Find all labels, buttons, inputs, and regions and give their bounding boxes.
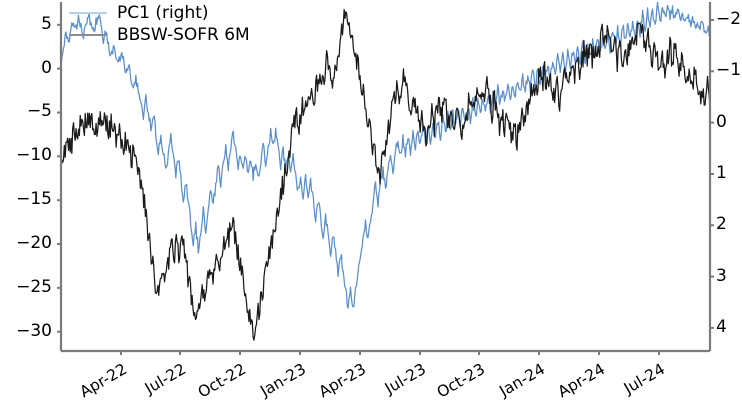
series-line-bbsw-sofr-6m bbox=[60, 8, 711, 341]
right-axis-tick-label: −1 bbox=[716, 60, 742, 81]
left-axis-tick-label: 5 bbox=[41, 13, 52, 34]
right-axis-tick-label: 2 bbox=[716, 214, 727, 235]
series-layer bbox=[60, 1, 711, 341]
series-line-pc1 bbox=[60, 1, 711, 309]
left-axis-tick-label: −20 bbox=[16, 233, 52, 254]
legend-item-bbsw-sofr-6m: BBSW-SOFR 6M bbox=[61, 24, 250, 46]
left-axis-tick-label: −10 bbox=[16, 145, 52, 166]
legend-swatch-bbsw-sofr-6m bbox=[69, 34, 107, 36]
right-axis-tick-label: 4 bbox=[716, 316, 727, 337]
axes-layer bbox=[57, 2, 714, 355]
left-axis-tick-label: −5 bbox=[26, 101, 52, 122]
right-axis-tick-label: 0 bbox=[716, 111, 727, 132]
legend-swatch-pc1 bbox=[69, 12, 107, 14]
legend-label-bbsw-sofr-6m: BBSW-SOFR 6M bbox=[117, 24, 250, 45]
right-axis-tick-label: −2 bbox=[716, 8, 742, 29]
right-axis-tick-label: 1 bbox=[716, 162, 727, 183]
chart-legend: PC1 (right) BBSW-SOFR 6M bbox=[61, 2, 250, 46]
legend-label-pc1: PC1 (right) bbox=[117, 2, 209, 23]
left-axis-tick-label: 0 bbox=[41, 57, 52, 78]
left-axis-tick-label: −30 bbox=[16, 320, 52, 341]
left-axis-tick-label: −25 bbox=[16, 276, 52, 297]
legend-item-pc1: PC1 (right) bbox=[61, 2, 250, 24]
left-axis-tick-label: −15 bbox=[16, 189, 52, 210]
right-axis-tick-label: 3 bbox=[716, 265, 727, 286]
